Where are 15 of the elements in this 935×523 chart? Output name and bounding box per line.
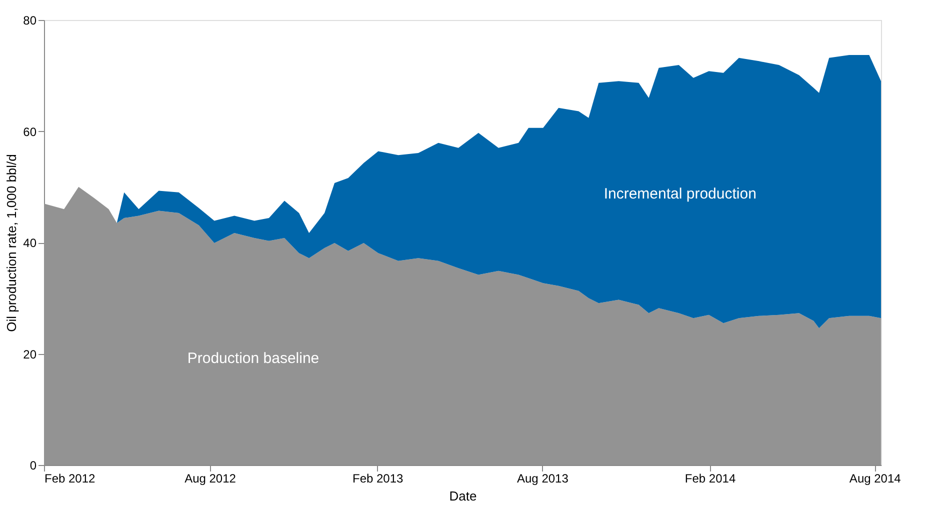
series-label: Incremental production	[604, 186, 756, 203]
x-tick-label: Aug 2014	[849, 472, 902, 486]
x-tick-label: Aug 2012	[184, 472, 236, 486]
y-tick-label: 20	[23, 347, 37, 362]
x-tick-label: Feb 2014	[684, 472, 736, 486]
series-label: Production baseline	[187, 350, 320, 368]
x-tick-label: Feb 2013	[352, 472, 404, 486]
y-axis-title: Oil production rate, 1,000 bbl/d	[4, 154, 20, 332]
y-tick-label: 60	[23, 124, 37, 139]
x-axis-title: Date	[449, 488, 477, 504]
y-tick-label: 80	[23, 14, 37, 28]
x-tick-label: Aug 2013	[516, 472, 569, 486]
y-tick-label: 0	[30, 458, 37, 472]
x-tick-label: Feb 2012	[44, 472, 96, 486]
y-tick-label: 40	[23, 236, 37, 250]
